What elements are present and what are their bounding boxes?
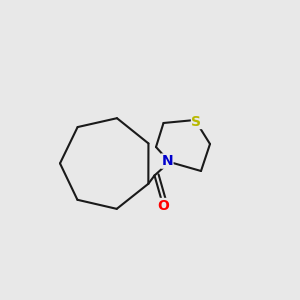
Text: S: S [191,115,202,128]
Text: O: O [158,199,169,212]
Text: N: N [161,154,173,168]
